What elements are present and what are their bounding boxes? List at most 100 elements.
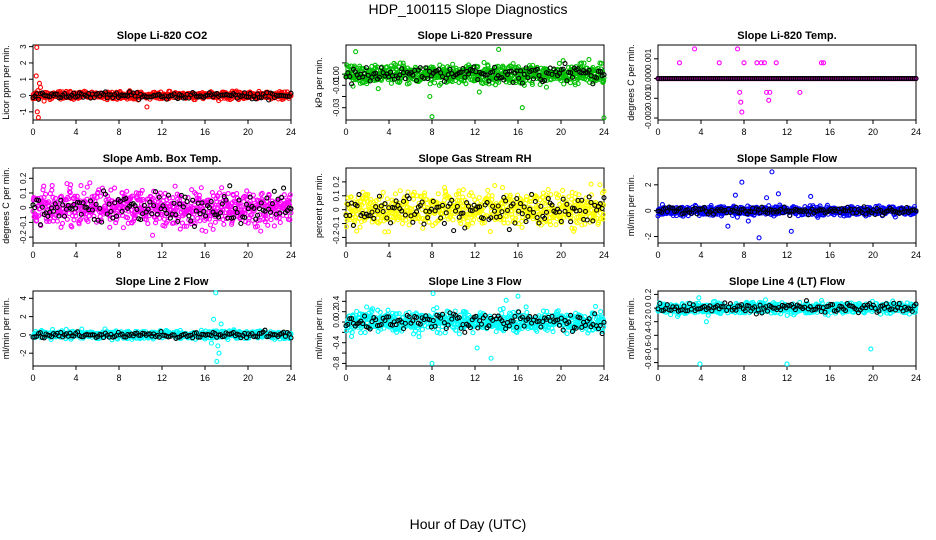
data-point xyxy=(64,216,70,222)
data-point xyxy=(244,188,250,194)
plot-frame xyxy=(32,44,292,121)
outlier-point xyxy=(676,60,683,66)
overlay-point xyxy=(262,208,268,214)
data-point xyxy=(396,79,402,86)
overlay-point xyxy=(486,78,492,84)
data-point xyxy=(188,200,194,206)
y-axis-label: Licor ppm per min. xyxy=(1,45,11,120)
data-point xyxy=(354,228,360,234)
data-point xyxy=(601,78,607,84)
x-tick-label: 8 xyxy=(741,127,746,137)
data-point xyxy=(560,187,566,194)
overlay-point xyxy=(484,72,490,78)
overlay-point xyxy=(566,69,572,76)
x-tick-label: 4 xyxy=(73,127,78,137)
data-point xyxy=(234,191,240,197)
data-point xyxy=(95,189,101,195)
y-tick-label: -2 xyxy=(644,232,653,240)
data-point xyxy=(343,224,349,230)
data-point xyxy=(93,203,99,210)
overlay-point xyxy=(232,205,238,211)
data-point xyxy=(263,216,269,222)
x-tick-label: 16 xyxy=(513,250,523,260)
y-tick-label: -0.2 xyxy=(19,230,28,244)
data-point xyxy=(427,81,433,87)
panel-title: Slope Sample Flow xyxy=(737,153,838,165)
data-point xyxy=(361,200,367,206)
overlay-point xyxy=(193,208,199,214)
outlier-point xyxy=(375,86,381,92)
y-tick-label: -0.03 xyxy=(332,98,341,117)
overlay-point xyxy=(490,69,496,75)
overlay-point xyxy=(471,64,477,70)
overlay-point xyxy=(911,76,917,82)
panel: Slope Amb. Box Temp.degrees C per min.0 4… xyxy=(1,153,296,260)
overlay-point xyxy=(347,74,353,80)
overlay-point xyxy=(45,213,51,219)
overlay-point xyxy=(165,192,172,198)
overlay-point xyxy=(367,78,373,84)
overlay-point xyxy=(423,65,429,71)
x-tick-label: 0 xyxy=(343,250,348,260)
overlay-point xyxy=(506,227,512,233)
data-point xyxy=(52,195,59,201)
overlay-point xyxy=(284,93,290,99)
data-point xyxy=(485,187,491,194)
x-tick-label: 4 xyxy=(698,250,703,260)
x-tick-label: 20 xyxy=(556,127,566,137)
overlay-point xyxy=(482,72,488,78)
data-point xyxy=(501,217,507,223)
data-point xyxy=(463,81,469,87)
overlay-point xyxy=(245,206,251,212)
data-point xyxy=(67,190,73,196)
data-point xyxy=(405,189,411,195)
overlay-point xyxy=(413,78,420,84)
overlay-point xyxy=(242,214,248,220)
overlay-point xyxy=(594,75,600,81)
data-point xyxy=(148,202,154,208)
overlay-point xyxy=(110,215,116,221)
overlay-point xyxy=(399,66,405,72)
data-point xyxy=(99,185,105,191)
overlay-point xyxy=(491,64,498,71)
data-point xyxy=(268,217,274,223)
overlay-point xyxy=(89,207,95,213)
overlay-point xyxy=(182,194,188,200)
overlay-point xyxy=(519,80,525,86)
data-point xyxy=(78,183,84,189)
data-point xyxy=(456,188,462,194)
overlay-point xyxy=(32,205,38,211)
x-tick-label: 0 xyxy=(655,250,660,260)
data-point xyxy=(98,217,104,223)
data-point xyxy=(34,217,40,223)
overlay-point xyxy=(560,66,566,72)
data-point xyxy=(571,226,578,232)
outlier-point xyxy=(144,104,150,110)
outlier-point xyxy=(734,46,741,52)
outlier-point xyxy=(820,60,827,66)
x-tick-label: 12 xyxy=(157,127,167,137)
data-point xyxy=(352,217,358,223)
overlay-point xyxy=(281,185,287,191)
y-tick-label: 0 xyxy=(332,207,341,212)
x-tick-label: 16 xyxy=(200,250,210,260)
data-point xyxy=(487,228,493,235)
data-point xyxy=(152,220,159,226)
y-tick-label: 0.001 xyxy=(644,48,653,69)
outlier-point xyxy=(767,89,773,95)
overlay-point xyxy=(269,201,275,207)
overlay-point xyxy=(227,183,233,189)
outlier-point xyxy=(818,60,824,66)
outlier-point xyxy=(716,60,722,66)
outlier-point xyxy=(754,60,760,66)
data-point xyxy=(556,60,562,66)
x-tick-label: 12 xyxy=(782,127,792,137)
panel-title: Slope Gas Stream RH xyxy=(418,153,531,165)
data-point xyxy=(373,198,379,204)
overlay-point xyxy=(132,203,138,209)
y-tick-label: -0.2 xyxy=(332,230,341,244)
data-point xyxy=(460,187,466,193)
data-point xyxy=(400,60,406,66)
overlay-point xyxy=(152,189,159,195)
